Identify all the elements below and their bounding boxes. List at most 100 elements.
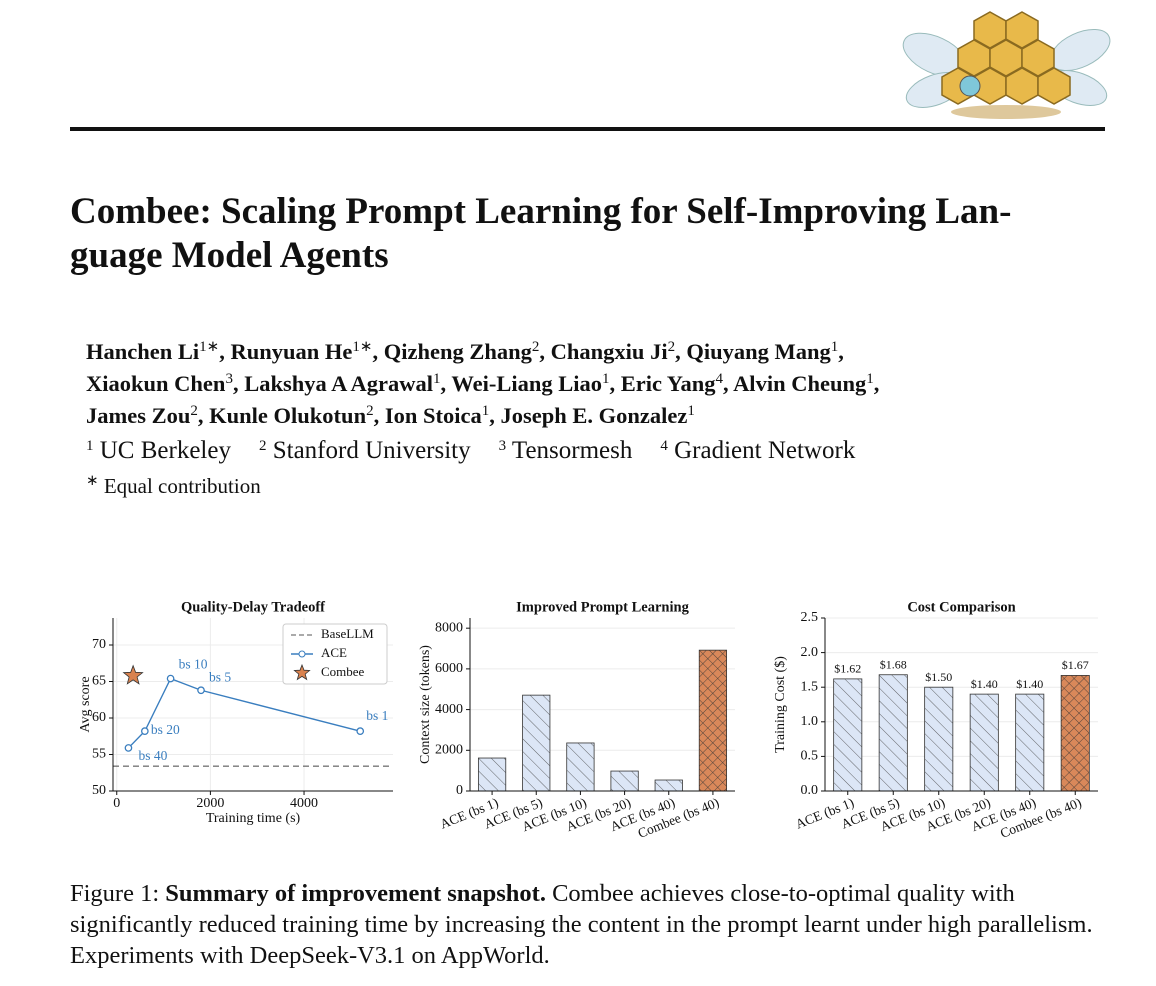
author-affil: 1 (866, 371, 874, 387)
author-name: Xiaokun Chen (86, 371, 226, 396)
x-tick-label: 2000 (196, 796, 224, 811)
author-name: Qizheng Zhang (383, 339, 532, 364)
author-name: Lakshya A Agrawal (244, 371, 433, 396)
bar-hatch (833, 678, 862, 791)
author-name: Joseph E. Gonzalez (500, 403, 688, 428)
author-sep: , (539, 339, 546, 364)
y-axis-label: Avg score (78, 676, 93, 732)
point-label: bs 10 (179, 657, 208, 672)
y-tick-label: 0.0 (801, 783, 819, 798)
y-tick-label: 2000 (435, 743, 463, 758)
y-tick-label: 2.0 (801, 645, 819, 660)
caption-bold: Summary of improvement snapshot. (165, 880, 546, 907)
title-line: guage Model Agents (70, 235, 389, 276)
bar-hatch (522, 695, 550, 791)
author-affil: 1 (433, 371, 441, 387)
author-affil: 1∗ (352, 339, 373, 355)
author-name: Eric Yang (620, 371, 716, 396)
legend-box (282, 623, 388, 685)
author-name: Wei-Liang Liao (451, 371, 602, 396)
note-mark: ∗ (86, 473, 99, 489)
y-tick-label: 1.0 (801, 714, 819, 729)
y-axis-label: Context size (tokens) (418, 645, 433, 764)
value-label: $1.62 (834, 662, 861, 676)
y-tick-label: 8000 (435, 620, 463, 635)
y-tick-label: 0 (456, 783, 463, 798)
chart-title: Quality-Delay Tradeoff (181, 599, 325, 615)
y-tick-label: 4000 (435, 702, 463, 717)
affil-name: Stanford University (272, 437, 471, 464)
value-label: $1.40 (1016, 677, 1043, 691)
affil-name: Tensormesh (511, 437, 633, 464)
bar-hatch (970, 694, 999, 791)
point (140, 727, 149, 735)
author-sep: , (372, 339, 379, 364)
author-sep: , (489, 403, 495, 428)
author-sep: , (675, 339, 681, 364)
point (166, 674, 175, 683)
point-label: bs 1 (366, 708, 388, 723)
author-sep: , (440, 371, 447, 396)
y-tick-label: 6000 (435, 661, 463, 676)
x-tick-label: 4000 (290, 796, 318, 811)
author-affil: 4 (715, 371, 724, 387)
value-label: $1.40 (971, 677, 998, 691)
equal-contribution: ∗ Equal contribution (86, 474, 261, 499)
author-name: Changxiu Ji (550, 339, 668, 364)
author-affil: 1 (830, 339, 839, 355)
affil-num: 2 (258, 438, 267, 454)
author-sep: , (723, 371, 729, 396)
author-line: Xiaokun Chen3, Lakshya A Agrawal1, Wei-L… (86, 368, 879, 400)
affiliation: 2 Stanford University (259, 437, 471, 464)
author-affil: 1 (687, 403, 695, 419)
figure-caption: Figure 1: Summary of improvement snapsho… (70, 878, 1130, 971)
author-affil: 2 (667, 339, 676, 355)
caption-label: Figure 1: (70, 880, 160, 907)
value-label: $1.67 (1062, 658, 1089, 672)
legend-swatch (293, 663, 311, 681)
legend-label: Combee (321, 664, 365, 679)
bar-hatch (879, 674, 908, 791)
point-label: bs 20 (151, 722, 180, 737)
author-name: Qiuyang Mang (686, 339, 831, 364)
point-label: bs 40 (138, 748, 167, 763)
paper-title: Combee: Scaling Prompt Learning for Self… (70, 190, 1011, 278)
author-sep: , (838, 339, 844, 364)
author-sep: , (873, 371, 880, 396)
author-name: Runyuan He (230, 339, 353, 364)
author-name: James Zou (86, 403, 191, 428)
caption-text: Combee achieves close-to-optimal quality… (70, 880, 1093, 969)
author-affil: 3 (225, 371, 233, 387)
bar-hatch (478, 758, 506, 791)
y-tick-label: 55 (92, 747, 106, 762)
bar-hatch (924, 687, 953, 791)
title-line: Combee: Scaling Prompt Learning for Self… (70, 191, 1012, 232)
author-line: James Zou2, Kunle Olukotun2, Ion Stoica1… (86, 400, 879, 432)
author-sep: , (219, 339, 225, 364)
affil-num: 4 (660, 438, 668, 454)
affiliation: 4 Gradient Network (660, 437, 855, 464)
y-tick-label: 1.5 (801, 679, 819, 694)
logo (902, 11, 1111, 119)
author-sep: , (197, 403, 204, 428)
affil-name: UC Berkeley (99, 437, 231, 464)
author-affil: 2 (190, 403, 198, 419)
x-axis-label: Training time (s) (206, 811, 301, 826)
author-name: Kunle Olukotun (209, 403, 367, 428)
star-marker (122, 664, 144, 685)
y-tick-label: 50 (92, 783, 106, 798)
chart-title: Improved Prompt Learning (516, 599, 689, 615)
x-tick-label: 0 (113, 796, 120, 811)
authors: Hanchen Li1∗, Runyuan He1∗, Qizheng Zhan… (86, 336, 879, 432)
bar-hatch (655, 780, 683, 791)
author-sep: , (232, 371, 239, 396)
author-affil: 2 (366, 403, 374, 419)
legend: BaseLLM ACE Combee (282, 623, 388, 685)
bar-hatch (1061, 675, 1090, 791)
author-affil: 1 (602, 371, 610, 387)
author-name: Alvin Cheung (733, 371, 867, 396)
author-affil: 2 (531, 339, 540, 355)
point (356, 727, 365, 735)
